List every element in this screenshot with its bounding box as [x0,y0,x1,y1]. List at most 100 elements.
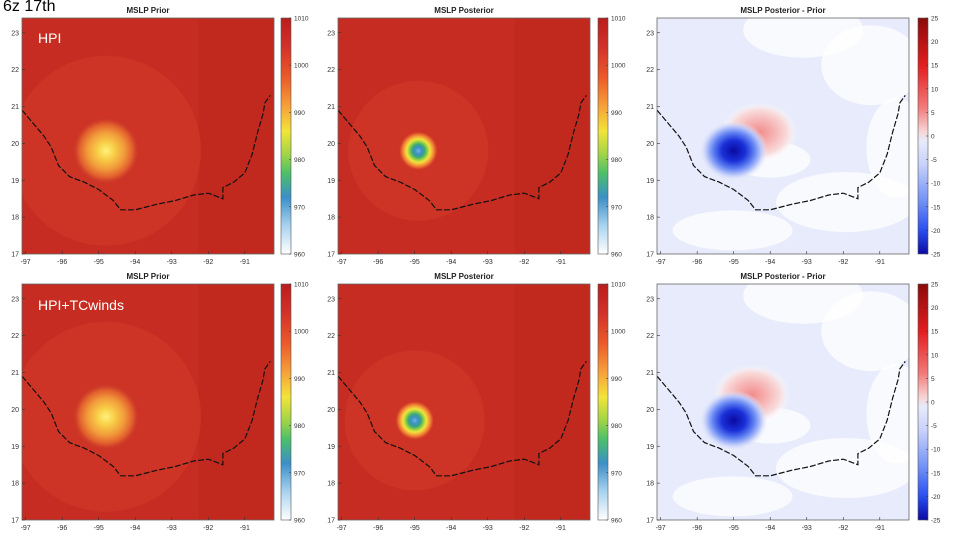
slide-title: 6z 17th [3,0,56,15]
y-tick-label: 19 [327,178,335,185]
panel-title: MSLP Posterior - Prior [740,272,825,281]
x-tick-label: -91 [875,525,885,532]
y-tick-label: 19 [646,178,654,185]
y-tick-label: 23 [327,30,335,37]
colorbar-tick-label: -10 [931,181,941,188]
colorbar-tick-label: 970 [611,204,622,211]
x-tick-label: -97 [656,259,666,266]
colorbar-tick-label: 990 [294,376,305,383]
colorbar [597,283,609,521]
panel-top-diff: MSLP Posterior - Prior -97 -96 -95 -94 -93 -92… [646,6,941,266]
x-tick-label: -92 [838,525,848,532]
colorbar-tick-label: -25 [931,252,941,259]
noise-patch [821,25,909,106]
colorbar-tick-label: 1000 [611,63,626,70]
colorbar-tick-label: 970 [294,204,305,211]
panel-title: MSLP Posterior [434,6,493,15]
x-tick-label: -93 [802,259,812,266]
x-tick-label: -95 [410,259,420,266]
x-tick-label: -96 [692,525,702,532]
colorbar [280,283,292,521]
y-tick-label: 18 [327,215,335,222]
x-tick-label: -94 [765,525,775,532]
x-tick-label: -91 [240,259,250,266]
x-tick-label: -96 [692,259,702,266]
panel-bottom-prior: MSLP Prior -97 -96 -95 -94 -93 -92 -91 23 22 21 20 1… [11,272,309,532]
noise-patch [866,363,909,464]
y-tick-label: 17 [646,252,654,259]
colorbar-tick-label: 980 [611,157,622,164]
y-tick-label: 17 [327,252,335,259]
panel-title: MSLP Prior [127,6,170,15]
colorbar-tick-label: -5 [931,423,937,430]
colorbar-tick-label: -25 [931,518,941,525]
x-tick-label: -93 [483,259,493,266]
y-tick-label: 20 [11,141,19,148]
x-tick-label: -96 [57,259,67,266]
y-tick-label: 22 [327,333,335,340]
y-tick-label: 18 [11,481,19,488]
field-layer [22,284,201,520]
colorbar-tick-label: 0 [931,134,935,141]
plot-frame [337,17,591,255]
panel-bottom-diff: MSLP Posterior - Prior -97 -96 -95 -94 -93 -92… [646,272,941,532]
y-tick-label: 19 [11,178,19,185]
field-layer [338,18,515,254]
colorbar-tick-label: 960 [611,252,622,259]
y-tick-label: 22 [646,333,654,340]
field-layer [22,18,201,254]
colorbar-tick-label: 15 [931,329,939,336]
colorbar-tick-label: 20 [931,39,939,46]
colorbar-tick-label: 990 [611,376,622,383]
plot-frame [337,283,591,521]
y-tick-label: 21 [646,370,654,377]
y-tick-label: 20 [646,407,654,414]
x-tick-label: -94 [130,259,140,266]
y-tick-label: 22 [327,67,335,74]
colorbar-tick-label: 5 [931,376,935,383]
plot-frame [21,17,275,255]
negative-anomaly [699,390,768,451]
x-tick-label: -93 [483,525,493,532]
field-layer [672,18,909,251]
x-tick-label: -97 [21,259,31,266]
x-tick-label: -91 [240,525,250,532]
pressure-minimum [398,130,439,171]
y-tick-label: 23 [646,296,654,303]
x-tick-label: -95 [729,259,739,266]
y-tick-label: 17 [646,518,654,525]
x-tick-label: -91 [556,259,566,266]
y-tick-label: 18 [646,215,654,222]
colorbar-tick-label: 10 [931,86,939,93]
colorbar-tick-label: 980 [294,423,305,430]
y-tick-label: 22 [11,67,19,74]
x-tick-label: -96 [373,259,383,266]
y-tick-label: 17 [11,252,19,259]
plot-frame [21,283,275,521]
x-tick-label: -97 [337,525,347,532]
noise-patch [821,291,909,372]
x-tick-label: -94 [446,525,456,532]
colorbar-tick-label: -10 [931,447,941,454]
y-tick-label: 22 [646,67,654,74]
noise-patch [776,172,909,233]
colorbar-tick-label: 1000 [611,329,626,336]
panel-bottom-posterior: MSLP Posterior -97 -96 -95 -94 -93 -92 -91 23 22 2… [327,272,626,532]
x-tick-label: -91 [875,259,885,266]
colorbar-tick-label: 1000 [294,329,309,336]
y-tick-label: 20 [327,141,335,148]
colorbar-tick-label: 960 [294,252,305,259]
y-tick-label: 23 [11,296,19,303]
pressure-minimum [72,382,140,451]
colorbar [280,17,292,255]
noise-patch [866,97,909,198]
y-tick-label: 23 [11,30,19,37]
x-tick-label: -91 [556,525,566,532]
y-tick-label: 23 [327,296,335,303]
noise-patch [672,476,793,517]
x-tick-label: -94 [130,525,140,532]
colorbar [597,17,609,255]
y-tick-label: 17 [11,518,19,525]
panel-top-posterior: MSLP Posterior -97 -96 -95 -94 -93 -92 -91 23 22 2… [327,6,626,266]
field-layer [672,284,909,517]
